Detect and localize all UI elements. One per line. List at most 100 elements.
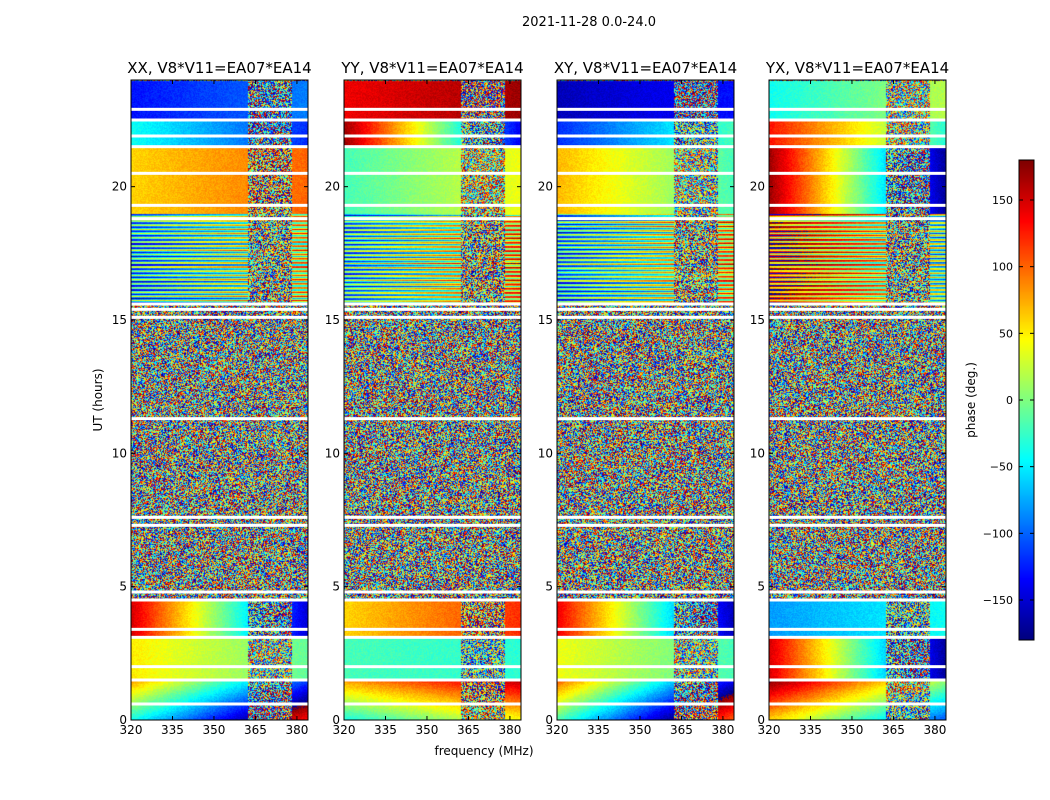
x-tick-label: 320: [120, 723, 143, 737]
colorbar-tick-label: −100: [983, 527, 1013, 540]
flagged-gap-row: [344, 523, 521, 527]
flagged-gap-row: [769, 523, 946, 527]
y-tick-label: 5: [332, 580, 340, 594]
phase-heatmap: [131, 80, 308, 720]
panel-frame: [768, 79, 947, 721]
y-tick-label: 20: [538, 180, 553, 194]
flagged-gap-row: [344, 302, 521, 306]
panels-group: XX, V8*V11=EA07*EA14 320 335 350 365 380 0 5 10 1…: [112, 59, 949, 737]
flagged-gap-row: [131, 598, 308, 602]
panel-frame: [343, 79, 522, 721]
flagged-gap-row: [557, 315, 734, 319]
flagged-gap-row: [131, 118, 308, 122]
colorbar-gradient: [1019, 160, 1034, 640]
flagged-gap-row: [344, 590, 521, 594]
panel-2: YY, V8*V11=EA07*EA14 320 335 350 365 380 0 5 10 1…: [325, 59, 524, 737]
phase-heatmap: [769, 80, 946, 720]
flagged-gap-row: [131, 315, 308, 319]
flagged-gap-row: [131, 171, 308, 175]
colorbar-tick-label: −50: [990, 461, 1013, 474]
x-tick-label: 365: [244, 723, 267, 737]
x-tick-label: 350: [416, 723, 439, 737]
x-tick-label: 380: [923, 723, 946, 737]
y-tick-label: 10: [325, 446, 340, 460]
x-tick-label: 380: [711, 723, 734, 737]
flagged-gap-row: [131, 145, 308, 149]
flagged-gap-row: [769, 598, 946, 602]
flagged-gap-row: [769, 678, 946, 682]
flagged-gap-row: [557, 627, 734, 631]
phase-heatmap: [557, 80, 734, 720]
flagged-gap-row: [557, 171, 734, 175]
colorbar-tick-label: −150: [983, 594, 1013, 607]
panel-1: XX, V8*V11=EA07*EA14 320 335 350 365 380 0 5 10 1…: [112, 59, 312, 737]
flagged-gap-row: [344, 627, 521, 631]
x-axis-label: frequency (MHz): [434, 744, 533, 758]
flagged-gap-row: [769, 307, 946, 311]
x-tick-label: 380: [285, 723, 308, 737]
flagged-gap-row: [769, 217, 946, 221]
x-tick-label: 335: [799, 723, 822, 737]
flagged-gap-row: [344, 307, 521, 311]
panel-title: XX, V8*V11=EA07*EA14: [127, 59, 311, 77]
flagged-gap-row: [557, 217, 734, 221]
flagged-gap-row: [557, 145, 734, 149]
flagged-gap-row: [557, 590, 734, 594]
y-tick-label: 10: [538, 446, 553, 460]
flagged-gap-row: [131, 203, 308, 207]
flagged-gap-row: [344, 217, 521, 221]
y-tick-label: 10: [750, 446, 765, 460]
x-tick-label: 320: [758, 723, 781, 737]
flagged-gap-row: [769, 118, 946, 122]
flagged-gap-row: [769, 315, 946, 319]
flagged-gap-row: [344, 107, 521, 111]
flagged-gap-row: [769, 171, 946, 175]
y-tick-label: 10: [112, 446, 127, 460]
flagged-gap-row: [344, 134, 521, 138]
flagged-gap-row: [131, 107, 308, 111]
flagged-gap-row: [769, 145, 946, 149]
figure-suptitle: 2021-11-28 0.0-24.0: [522, 15, 656, 30]
colorbar-tick-label: 150: [992, 194, 1013, 207]
y-tick-label: 0: [757, 713, 765, 727]
flagged-gap-row: [769, 590, 946, 594]
flagged-gap-row: [344, 635, 521, 639]
colorbar-label: phase (deg.): [964, 362, 978, 438]
flagged-gap-row: [131, 523, 308, 527]
flagged-gap-row: [344, 203, 521, 207]
flagged-gap-row: [769, 134, 946, 138]
flagged-gap-row: [769, 665, 946, 669]
y-tick-label: 15: [325, 313, 340, 327]
y-axis-label: UT (hours): [91, 368, 105, 431]
flagged-gap-row: [769, 203, 946, 207]
flagged-gap-row: [344, 598, 521, 602]
flagged-gap-row: [769, 302, 946, 306]
flagged-gap-row: [557, 134, 734, 138]
y-tick-label: 5: [119, 580, 127, 594]
flagged-gap-row: [344, 678, 521, 682]
panel-title: YX, V8*V11=EA07*EA14: [765, 59, 949, 77]
flagged-gap-row: [557, 203, 734, 207]
panel-4: YX, V8*V11=EA07*EA14 320 335 350 365 380 0 5 10 1…: [750, 59, 949, 737]
flagged-gap-row: [557, 635, 734, 639]
flagged-gap-row: [557, 107, 734, 111]
x-tick-label: 350: [629, 723, 652, 737]
flagged-gap-row: [131, 590, 308, 594]
flagged-gap-row: [131, 217, 308, 221]
flagged-gap-row: [344, 315, 521, 319]
x-tick-label: 365: [882, 723, 905, 737]
panel-frame: [556, 79, 735, 721]
flagged-gap-row: [769, 635, 946, 639]
flagged-gap-row: [131, 515, 308, 519]
y-tick-label: 5: [757, 580, 765, 594]
flagged-gap-row: [344, 171, 521, 175]
y-tick-label: 0: [119, 713, 127, 727]
y-tick-label: 15: [750, 313, 765, 327]
colorbar: −150 −100 −50 0 50 100 150 phase (deg.): [964, 159, 1035, 641]
y-tick-label: 15: [538, 313, 553, 327]
panel-frame: [130, 79, 309, 721]
colorbar-tick-label: 0: [1006, 394, 1013, 407]
flagged-gap-row: [131, 134, 308, 138]
flagged-gap-row: [131, 678, 308, 682]
flagged-gap-row: [769, 702, 946, 706]
